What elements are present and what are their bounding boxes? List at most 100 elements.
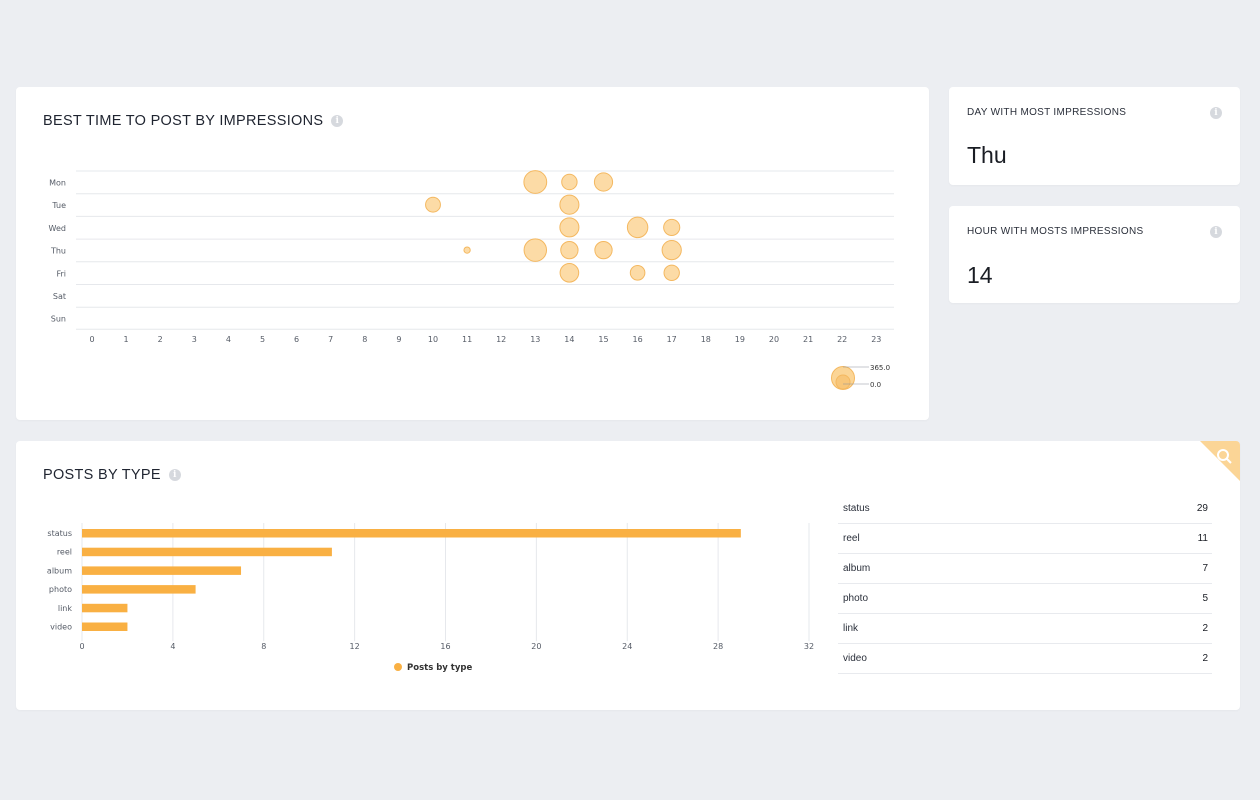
- row-value: 7: [1202, 563, 1208, 574]
- hour-label: 1: [124, 335, 129, 344]
- posts-by-type-bar-chart: 0 4 8 12 16 20 24 28 32 status reel album photo link v…: [47, 523, 814, 673]
- row-label: photo: [843, 593, 869, 604]
- day-label: Tue: [51, 201, 66, 210]
- day-label: Fri: [56, 269, 66, 278]
- bubble: [425, 196, 441, 213]
- table-row: photo 5: [838, 584, 1212, 614]
- table-row: video 2: [838, 644, 1212, 674]
- bubble: [559, 262, 580, 283]
- search-icon: [1217, 449, 1232, 464]
- x-tick-label: 28: [713, 642, 723, 651]
- table-row: status 29: [838, 494, 1212, 524]
- day-label: Sat: [53, 292, 66, 301]
- info-icon[interactable]: i: [331, 115, 344, 127]
- category-label: status: [47, 529, 72, 538]
- x-tick-label: 4: [170, 642, 175, 651]
- bubble: [663, 218, 681, 236]
- row-label: video: [843, 653, 867, 664]
- hour-label: 3: [192, 335, 197, 344]
- x-tick-label: 12: [350, 642, 360, 651]
- info-icon[interactable]: i: [168, 469, 181, 481]
- day-stat-value: Thu: [967, 142, 1007, 168]
- bubble: [594, 240, 613, 260]
- hour-label: 21: [803, 335, 813, 344]
- table-row: link 2: [838, 614, 1212, 644]
- bar: [82, 547, 332, 557]
- hour-label: 7: [328, 335, 333, 344]
- hour-label: 14: [564, 335, 574, 344]
- x-tick-label: 0: [79, 642, 84, 651]
- row-value: 11: [1197, 533, 1208, 544]
- day-label: Wed: [49, 224, 66, 233]
- bubble: [463, 246, 471, 254]
- bar: [82, 566, 242, 575]
- info-icon[interactable]: i: [1210, 107, 1222, 119]
- hour-label: 0: [89, 335, 94, 344]
- search-badge[interactable]: [1200, 441, 1240, 481]
- row-label: link: [843, 623, 859, 634]
- best-time-title-row: BEST TIME TO POST BY IMPRESSIONS i: [43, 113, 344, 129]
- x-tick-label: 8: [261, 642, 266, 651]
- category-label: link: [58, 604, 73, 613]
- hour-label: 2: [158, 335, 163, 344]
- hour-label: 22: [837, 335, 847, 344]
- posts-by-type-title-row: POSTS BY TYPE i: [43, 467, 181, 483]
- bar: [82, 585, 196, 594]
- hour-stat-value: 14: [967, 262, 993, 288]
- bubble: [593, 172, 614, 192]
- hour-label: 13: [530, 335, 540, 344]
- hour-label: 18: [701, 335, 711, 344]
- row-value: 2: [1202, 623, 1208, 634]
- row-label: reel: [843, 533, 860, 544]
- row-label: album: [843, 563, 871, 574]
- bubble: [661, 239, 682, 261]
- bubble: [559, 194, 580, 215]
- bubble: [663, 264, 680, 281]
- day-stat-title: DAY WITH MOST IMPRESSIONS: [967, 107, 1127, 118]
- category-label: reel: [57, 548, 72, 557]
- bubble: [560, 240, 579, 260]
- hour-label: 9: [396, 335, 401, 344]
- bubble: [559, 217, 580, 238]
- best-time-card: BEST TIME TO POST BY IMPRESSIONS i Mon Tu…: [16, 87, 929, 420]
- hour-label: 17: [667, 335, 677, 344]
- bar: [82, 529, 741, 538]
- bar: [82, 622, 128, 631]
- bubble: [626, 216, 649, 239]
- hour-label: 11: [462, 335, 472, 344]
- category-label: album: [47, 566, 72, 575]
- day-label: Thu: [50, 247, 66, 256]
- hour-label: 10: [428, 335, 438, 344]
- x-tick-label: 16: [440, 642, 450, 651]
- x-tick-label: 20: [531, 642, 541, 651]
- posts-by-type-title: POSTS BY TYPE: [43, 467, 161, 483]
- hour-label: 8: [362, 335, 367, 344]
- hour-label: 6: [294, 335, 299, 344]
- bubble: [561, 173, 578, 191]
- x-tick-label: 32: [804, 642, 814, 651]
- legend-label: Posts by type: [407, 663, 472, 673]
- info-icon[interactable]: i: [1210, 226, 1222, 238]
- row-value: 29: [1196, 503, 1208, 514]
- hour-stat-title: HOUR WITH MOSTS IMPRESSIONS: [967, 226, 1144, 237]
- row-label: status: [843, 503, 870, 514]
- posts-by-type-table: status 29 reel 11 album 7 photo 5 link 2 video 2: [838, 494, 1212, 674]
- size-legend-min-bubble: [835, 374, 851, 390]
- size-legend-max-label: 365.0: [870, 364, 890, 372]
- day-most-impressions-card: DAY WITH MOST IMPRESSIONS i Thu: [949, 87, 1240, 185]
- category-label: photo: [49, 585, 72, 594]
- day-label: Mon: [49, 179, 66, 188]
- hour-label: 5: [260, 335, 265, 344]
- posts-by-type-card: POSTS BY TYPE i 0 4 8 12 16 20 24 28 32 status ree…: [16, 441, 1240, 710]
- hour-label: 4: [226, 335, 231, 344]
- row-value: 2: [1202, 653, 1208, 664]
- x-tick-label: 24: [622, 642, 632, 651]
- hour-label: 23: [871, 335, 881, 344]
- legend-swatch: [394, 663, 402, 671]
- hour-label: 15: [598, 335, 608, 344]
- table-row: album 7: [838, 554, 1212, 584]
- category-label: video: [50, 623, 72, 632]
- hour-label: 20: [769, 335, 779, 344]
- bubble: [523, 170, 548, 194]
